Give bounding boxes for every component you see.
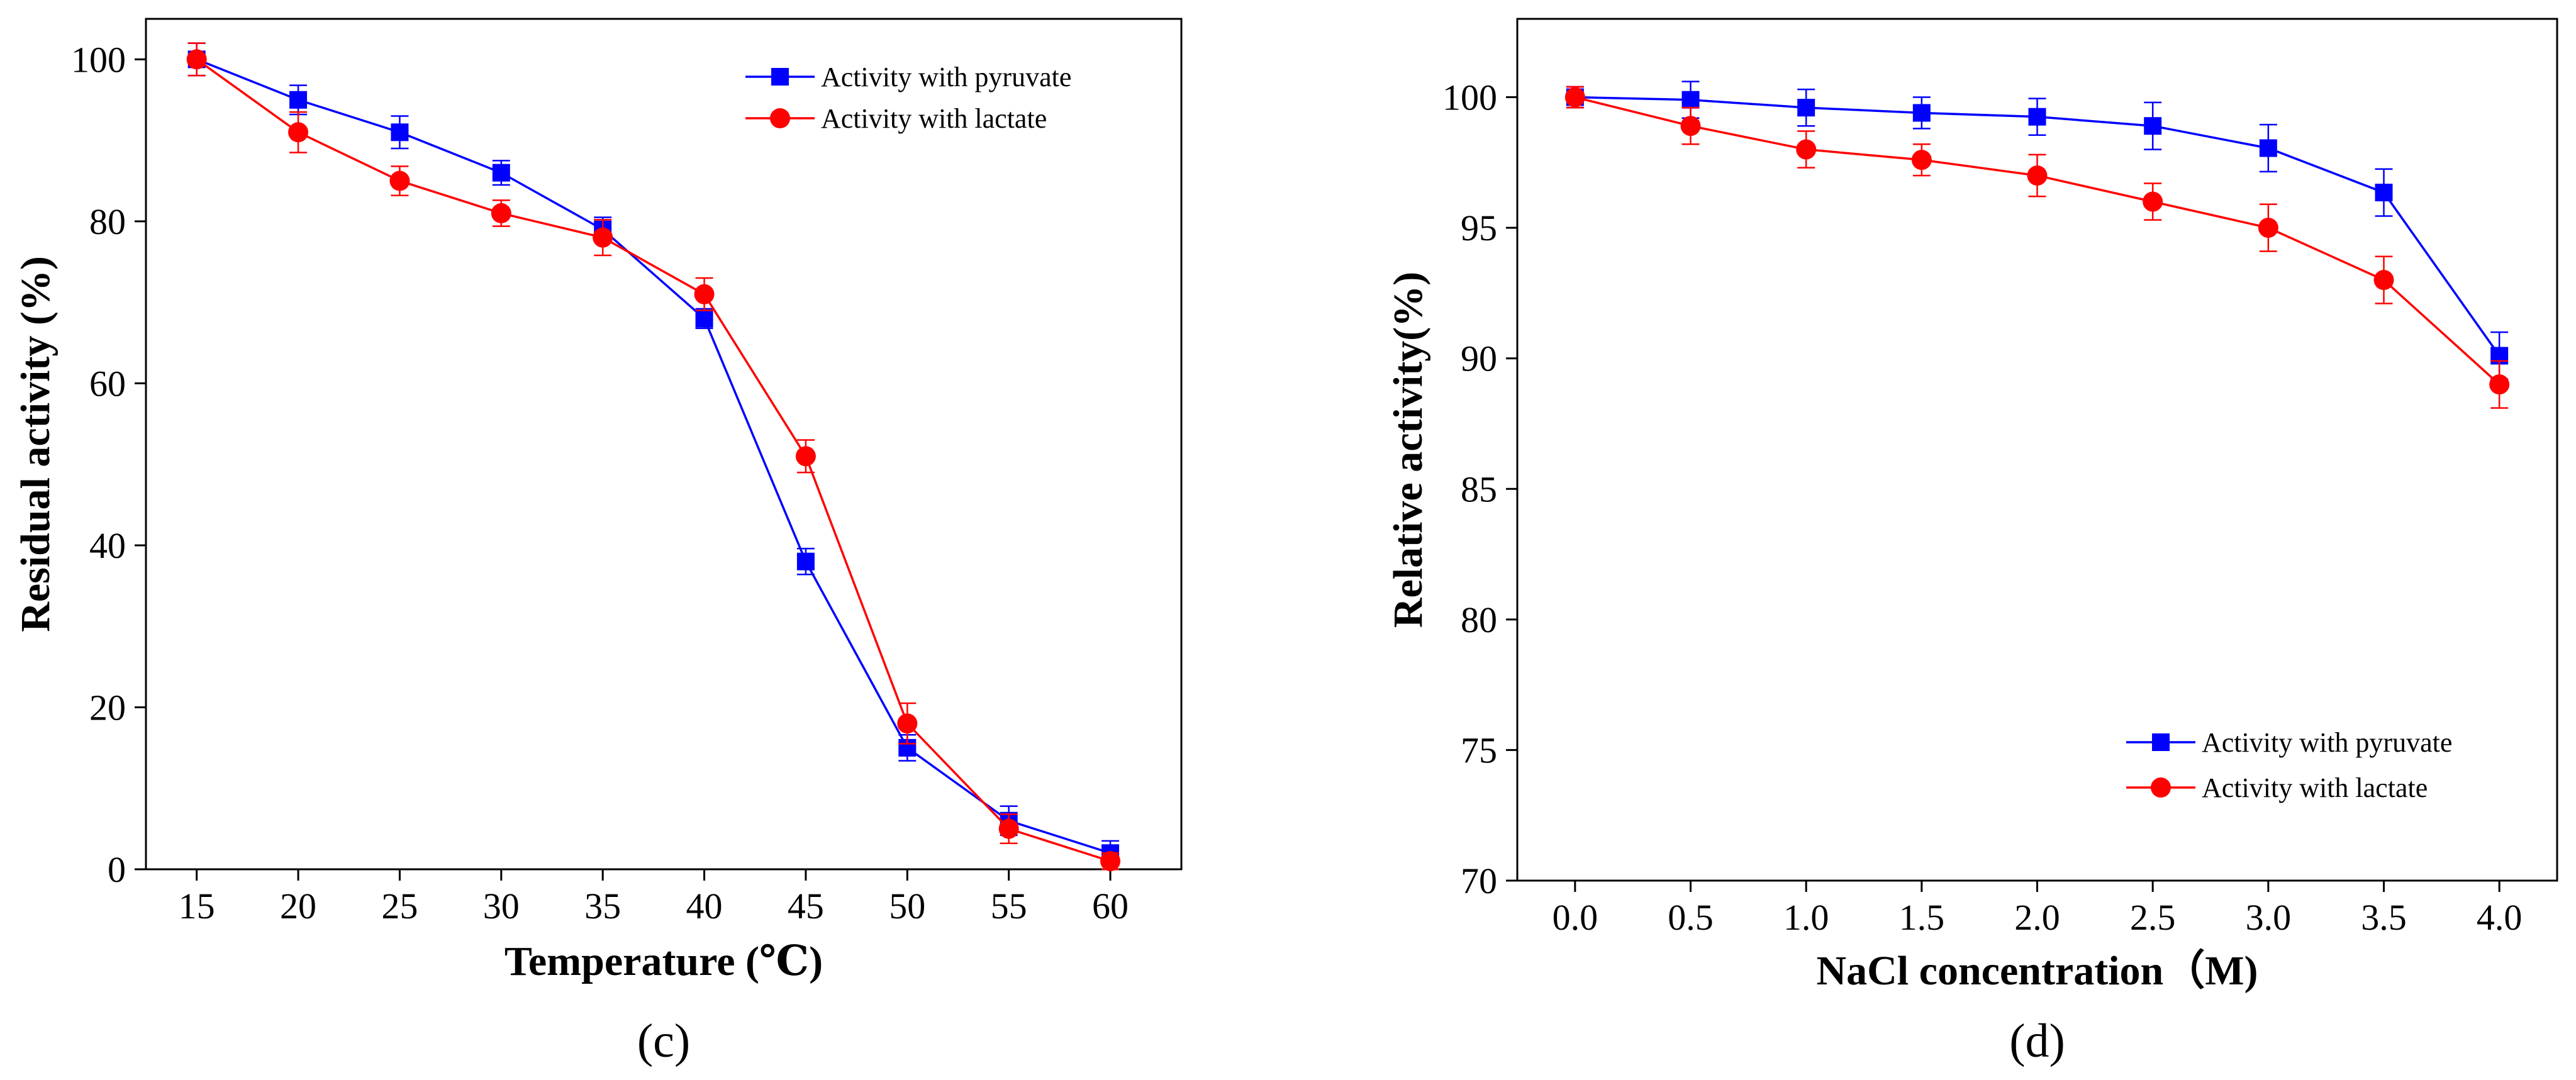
x-tick-label: 1.5 bbox=[1899, 897, 1945, 938]
x-tick-label: 40 bbox=[686, 886, 723, 927]
data-point bbox=[389, 170, 410, 191]
legend-marker bbox=[2152, 733, 2170, 751]
data-point bbox=[1564, 87, 1585, 108]
series-1 bbox=[1564, 86, 2510, 409]
data-point bbox=[288, 122, 309, 143]
legend-label: Activity with lactate bbox=[821, 103, 1047, 134]
y-tick-label: 95 bbox=[1461, 208, 1497, 248]
panel-label: (c) bbox=[637, 1015, 690, 1067]
x-tick-label: 4.0 bbox=[2477, 897, 2523, 938]
y-tick-label: 40 bbox=[89, 525, 126, 566]
x-axis-title: NaCl concentration（M) bbox=[1816, 947, 2258, 994]
y-axis-title: Relative activity(%) bbox=[1385, 272, 1431, 628]
x-tick-label: 2.0 bbox=[2014, 897, 2060, 938]
y-tick-label: 0 bbox=[108, 849, 126, 890]
x-tick-label: 15 bbox=[179, 886, 215, 927]
y-tick-label: 60 bbox=[89, 363, 126, 404]
x-tick-label: 20 bbox=[280, 886, 316, 927]
x-tick-label: 50 bbox=[889, 886, 925, 927]
x-tick-label: 1.0 bbox=[1783, 897, 1829, 938]
series-0 bbox=[1566, 81, 2509, 381]
x-axis-title: Temperature (℃) bbox=[505, 938, 823, 984]
legend-label: Activity with lactate bbox=[2202, 772, 2428, 803]
y-tick-label: 80 bbox=[1461, 599, 1497, 640]
x-tick-label: 2.5 bbox=[2130, 897, 2176, 938]
data-point bbox=[2027, 165, 2048, 186]
data-point bbox=[1912, 104, 1931, 122]
y-tick-label: 20 bbox=[89, 687, 126, 728]
y-tick-label: 100 bbox=[1442, 77, 1497, 118]
series-line bbox=[196, 58, 1111, 862]
chart-panel-0: 15 20 25 30 35 40 45 50 55 60 0 20 40 60 80 100 Temperat… bbox=[13, 18, 1183, 1067]
data-point bbox=[1100, 851, 1121, 872]
x-tick-label: 30 bbox=[483, 886, 520, 927]
data-point bbox=[593, 227, 613, 248]
x-tick-label: 3.0 bbox=[2246, 897, 2292, 938]
data-point bbox=[2373, 270, 2394, 291]
data-point bbox=[1796, 139, 1817, 160]
data-point bbox=[491, 203, 511, 224]
legend-marker bbox=[770, 108, 790, 128]
legend-marker bbox=[2151, 777, 2171, 798]
legend-marker bbox=[771, 68, 789, 86]
x-tick-label: 25 bbox=[381, 886, 418, 927]
data-point bbox=[2258, 218, 2278, 238]
data-point bbox=[1911, 150, 1932, 170]
legend-label: Activity with pyruvate bbox=[821, 62, 1071, 92]
x-tick-label: 0.0 bbox=[1553, 897, 1598, 938]
data-point bbox=[289, 91, 308, 109]
data-point bbox=[2028, 108, 2046, 126]
legend: Activity with pyruvate Activity with lact… bbox=[745, 62, 1071, 134]
data-point bbox=[2259, 139, 2277, 157]
data-point bbox=[694, 284, 715, 304]
data-point bbox=[796, 552, 815, 571]
y-tick-label: 90 bbox=[1461, 338, 1497, 379]
x-tick-label: 3.5 bbox=[2361, 897, 2407, 938]
x-tick-label: 45 bbox=[788, 886, 824, 927]
data-point bbox=[1680, 116, 1701, 136]
chart-panel-1: 0.0 0.5 1.0 1.5 2.0 2.5 3.0 3.5 4.0 70 75 80 85 90 95 1… bbox=[1385, 18, 2558, 1067]
data-point bbox=[2144, 117, 2162, 135]
panel-label: (d) bbox=[2009, 1015, 2065, 1067]
data-point bbox=[391, 123, 409, 142]
x-tick-label: 55 bbox=[991, 886, 1027, 927]
data-point bbox=[795, 446, 816, 467]
legend: Activity with pyruvate Activity with lact… bbox=[2126, 727, 2452, 803]
data-point bbox=[186, 49, 207, 70]
data-point bbox=[998, 818, 1019, 839]
x-tick-label: 0.5 bbox=[1668, 897, 1714, 938]
data-point bbox=[2143, 191, 2163, 212]
y-tick-label: 85 bbox=[1461, 469, 1497, 509]
data-point bbox=[2489, 374, 2510, 395]
y-tick-label: 75 bbox=[1461, 730, 1497, 771]
series-line bbox=[196, 58, 1111, 854]
series-line bbox=[1575, 96, 2501, 357]
x-tick-label: 60 bbox=[1092, 886, 1129, 927]
y-tick-label: 100 bbox=[71, 39, 126, 80]
x-tick-label: 35 bbox=[584, 886, 621, 927]
series-line bbox=[1575, 96, 2501, 386]
data-point bbox=[695, 309, 713, 328]
legend-label: Activity with pyruvate bbox=[2202, 727, 2452, 758]
data-point bbox=[1681, 91, 1700, 109]
data-point bbox=[897, 713, 918, 734]
y-axis-title: Residual activity (%) bbox=[13, 256, 59, 632]
plot-frame bbox=[145, 18, 1183, 871]
data-point bbox=[2375, 184, 2393, 202]
data-point bbox=[492, 164, 510, 182]
y-tick-label: 80 bbox=[89, 201, 126, 242]
y-tick-label: 70 bbox=[1461, 860, 1497, 901]
data-point bbox=[1797, 99, 1815, 117]
series-0 bbox=[187, 42, 1120, 866]
series-1 bbox=[186, 42, 1121, 872]
